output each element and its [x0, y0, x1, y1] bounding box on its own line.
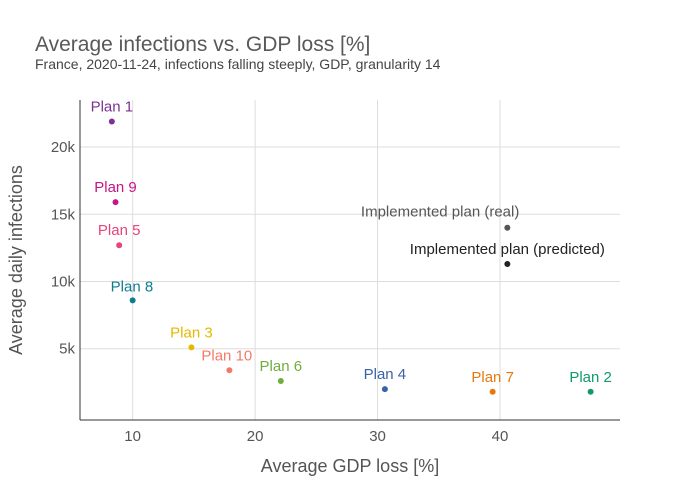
point-label: Plan 1 [91, 99, 134, 116]
gridlines [80, 100, 620, 420]
axes [79, 100, 620, 421]
y-tick-label: 15k [51, 206, 76, 223]
data-point[interactable] [381, 386, 388, 393]
x-tick-label: 30 [369, 428, 386, 445]
y-tick-label: 20k [51, 139, 76, 156]
x-tick-label: 10 [124, 428, 141, 445]
point-label: Implemented plan (real) [361, 204, 519, 221]
y-axis-title: Average daily infections [6, 165, 26, 355]
point-label: Plan 2 [569, 369, 612, 386]
point-label: Plan 8 [111, 278, 154, 295]
chart-subtitle: France, 2020-11-24, infections falling s… [35, 56, 441, 72]
data-point[interactable] [587, 388, 594, 395]
point-label: Plan 10 [201, 347, 252, 364]
data-point[interactable] [489, 388, 496, 395]
chart-title: Average infections vs. GDP loss [%] [35, 33, 370, 56]
point-label: Plan 7 [471, 369, 514, 386]
tick-labels: 10 20 30 40 5k 10k 15k 20k [51, 139, 509, 445]
point-label: Plan 5 [98, 222, 141, 239]
x-tick-label: 20 [247, 428, 264, 445]
data-point[interactable] [188, 344, 195, 351]
data-point[interactable] [504, 224, 511, 231]
data-point[interactable] [226, 367, 233, 374]
y-tick-label: 5k [59, 341, 75, 358]
data-point[interactable] [112, 199, 119, 206]
point-label: Plan 3 [170, 324, 213, 341]
y-tick-label: 10k [51, 274, 76, 291]
x-axis-title: Average GDP loss [%] [261, 456, 439, 476]
data-point[interactable] [504, 261, 511, 268]
data-point[interactable] [108, 118, 115, 125]
x-tick-label: 40 [492, 428, 509, 445]
point-labels: Plan 1 Plan 9 Plan 5 Plan 8 Plan 3 Plan 10 Pla… [91, 99, 612, 386]
data-point[interactable] [277, 378, 284, 385]
point-label: Plan 4 [364, 366, 407, 383]
point-label: Plan 6 [260, 358, 303, 375]
point-label: Plan 9 [94, 179, 137, 196]
data-point[interactable] [129, 297, 136, 304]
data-point[interactable] [116, 242, 123, 249]
data-points [108, 118, 594, 395]
point-label: Implemented plan (predicted) [410, 241, 605, 258]
